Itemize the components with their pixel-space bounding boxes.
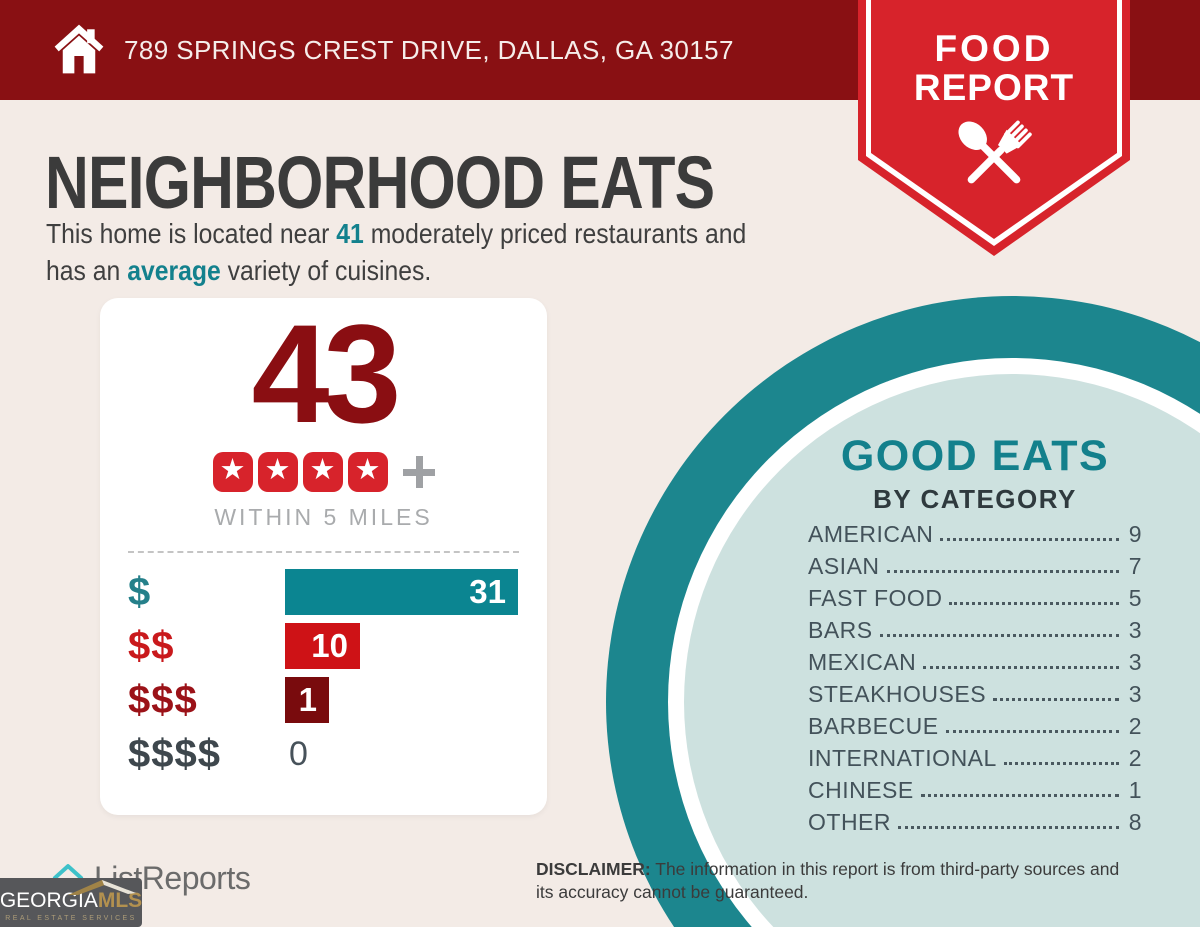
- divider: [128, 551, 519, 553]
- dotted-leader: [940, 537, 1119, 541]
- dotted-leader: [945, 729, 1119, 733]
- category-label: MEXICAN: [808, 648, 917, 675]
- category-label: OTHER: [808, 808, 891, 835]
- star-icon: ★: [212, 452, 253, 492]
- category-label: INTERNATIONAL: [808, 744, 997, 771]
- star-glyph: ★: [219, 454, 246, 486]
- variety-highlight: average: [127, 254, 221, 286]
- category-row: OTHER 8: [808, 806, 1142, 838]
- price-tier-bar: 1: [285, 677, 329, 723]
- category-value: 7: [1128, 552, 1142, 579]
- star-icon: ★: [347, 452, 388, 492]
- category-row: BARBECUE 2: [808, 710, 1142, 742]
- category-label: FAST FOOD: [808, 584, 943, 611]
- price-tier-label: $: [128, 569, 152, 614]
- price-tier-value: 10: [311, 627, 348, 664]
- price-tier-label: $$: [128, 623, 175, 668]
- star-rating: ★ ★ ★ ★: [100, 452, 547, 492]
- category-label: CHINESE: [808, 776, 914, 803]
- restaurant-stats-card: 43 ★ ★ ★ ★ WITHIN 5 MILES $31 $$ 10 $$$ 1 $$$$ 0: [100, 298, 547, 815]
- mls-georgia-text: GEORGIA: [0, 889, 98, 912]
- page-subtitle: This home is located near 41 moderately …: [46, 216, 820, 289]
- dotted-leader: [898, 825, 1119, 829]
- category-label: ASIAN: [808, 552, 880, 579]
- star-icon: ★: [302, 452, 343, 492]
- mls-roof-icon: [68, 880, 136, 895]
- price-row: $$$ 1: [128, 673, 547, 727]
- price-row: $31: [128, 565, 547, 619]
- ribbon-line1: FOOD: [934, 28, 1054, 69]
- disclaimer-text: The information in this report is from t…: [536, 859, 1120, 903]
- plus-icon: [402, 456, 435, 488]
- price-row: $$ 10: [128, 619, 547, 673]
- category-row: INTERNATIONAL 2: [808, 742, 1142, 774]
- price-tier-bar: 10: [285, 623, 360, 669]
- georgia-mls-logo: GEORGIAMLS REAL ESTATE SERVICES: [0, 878, 142, 927]
- category-label: STEAKHOUSES: [808, 680, 987, 707]
- ribbon-shape: [858, 0, 1130, 256]
- category-value: 1: [1128, 776, 1142, 803]
- restaurant-count: 41: [336, 218, 364, 249]
- price-tier-value: 31: [469, 573, 506, 610]
- category-value: 3: [1128, 680, 1142, 707]
- dotted-leader: [920, 793, 1119, 797]
- good-eats-header: GOOD EATS BY CATEGORY: [790, 432, 1160, 515]
- category-row: MEXICAN 3: [808, 646, 1142, 678]
- category-label: BARBECUE: [808, 712, 939, 739]
- category-value: 3: [1128, 648, 1142, 675]
- category-row: AMERICAN 9: [808, 518, 1142, 550]
- dotted-leader: [879, 633, 1119, 637]
- good-eats-title: GOOD EATS: [840, 432, 1110, 480]
- price-tier-bar-chart: $31 $$ 10 $$$ 1 $$$$ 0: [100, 565, 547, 781]
- price-tier-value: 0: [289, 734, 308, 773]
- dotted-leader: [923, 665, 1119, 669]
- subtitle-text: variety of cuisines.: [220, 254, 432, 286]
- dotted-leader: [993, 697, 1119, 701]
- food-report-ribbon: FOOD REPORT: [858, 0, 1130, 258]
- subtitle-text: moderately priced restaurants and: [363, 218, 747, 249]
- subtitle-text: has an: [46, 254, 128, 286]
- crossed-spoon-fork-icon: [958, 120, 1032, 184]
- category-row: BARS 3: [808, 614, 1142, 646]
- category-value: 2: [1128, 744, 1142, 771]
- category-label: AMERICAN: [808, 520, 934, 547]
- category-value: 9: [1128, 520, 1142, 547]
- ribbon-line2: REPORT: [913, 67, 1075, 108]
- price-tier-label: $$$: [128, 677, 198, 722]
- total-restaurant-count: 43: [251, 295, 402, 452]
- subtitle-text: This home is located near: [46, 218, 337, 249]
- price-tier-bar: 31: [285, 569, 518, 615]
- category-value: 8: [1128, 808, 1142, 835]
- price-tier-label: $$$$: [128, 731, 221, 776]
- category-row: CHINESE 1: [808, 774, 1142, 806]
- page-title: NEIGHBORHOOD EATS: [45, 141, 715, 224]
- price-row: $$$$ 0: [128, 727, 547, 781]
- star-icon: ★: [257, 452, 298, 492]
- category-label: BARS: [808, 616, 873, 643]
- star-glyph: ★: [354, 454, 381, 486]
- mls-mls-text: MLS: [97, 889, 143, 912]
- category-value: 3: [1128, 616, 1142, 643]
- good-eats-subtitle: BY CATEGORY: [873, 484, 1077, 514]
- category-value: 2: [1128, 712, 1142, 739]
- dotted-leader: [949, 601, 1119, 605]
- price-tier-value: 1: [298, 681, 317, 718]
- property-address: 789 SPRINGS CREST DRIVE, DALLAS, GA 3015…: [124, 34, 734, 65]
- mls-tagline: REAL ESTATE SERVICES: [5, 915, 137, 922]
- category-list: AMERICAN 9 ASIAN 7 FAST FOOD 5 BARS 3 MEXICAN 3 ST…: [808, 518, 1142, 838]
- mls-wordmark: GEORGIAMLS: [0, 890, 142, 911]
- dotted-leader: [886, 569, 1119, 573]
- radius-label: WITHIN 5 MILES: [214, 504, 433, 530]
- home-icon: [54, 24, 104, 74]
- dotted-leader: [1003, 761, 1119, 765]
- star-glyph: ★: [264, 454, 291, 486]
- category-row: STEAKHOUSES 3: [808, 678, 1142, 710]
- category-row: ASIAN 7: [808, 550, 1142, 582]
- category-row: FAST FOOD 5: [808, 582, 1142, 614]
- disclaimer-label: DISCLAIMER:: [536, 859, 651, 879]
- category-value: 5: [1128, 584, 1142, 611]
- disclaimer: DISCLAIMER: The information in this repo…: [536, 858, 1128, 904]
- star-glyph: ★: [309, 454, 336, 486]
